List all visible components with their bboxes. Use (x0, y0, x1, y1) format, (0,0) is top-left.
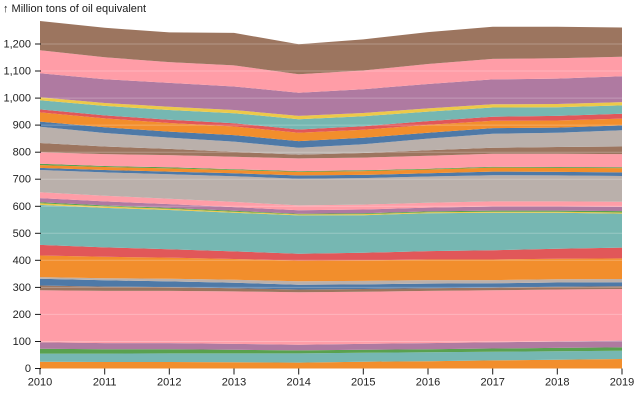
y-tick-label-1200: 1,200 (3, 39, 31, 51)
area-band-26 (40, 100, 622, 130)
area-band-24 (40, 112, 622, 142)
area-band-07 (40, 278, 622, 290)
x-tick-label-2018: 2018 (545, 377, 569, 389)
area-band-08 (40, 277, 622, 285)
area-band-14 (40, 198, 622, 214)
y-tick-label-600: 600 (13, 201, 31, 213)
area-band-28 (40, 73, 622, 116)
area-band-03 (40, 347, 622, 354)
y-tick-label-0: 0 (25, 363, 31, 375)
x-tick-label-2019: 2019 (610, 377, 634, 389)
y-tick-label-500: 500 (13, 228, 31, 240)
y-tick-label-800: 800 (13, 147, 31, 159)
y-tick-label-700: 700 (13, 174, 31, 186)
area-band-29 (40, 50, 622, 93)
y-tick-label-1000: 1,000 (3, 93, 31, 105)
area-band-15 (40, 192, 622, 211)
area-band-01 (40, 359, 622, 369)
area-band-27 (40, 97, 622, 120)
x-tick-label-2014: 2014 (286, 377, 310, 389)
area-band-05 (40, 289, 622, 345)
area-band-04 (40, 340, 622, 351)
y-tick-label-900: 900 (13, 120, 31, 132)
x-tick-label-2010: 2010 (28, 377, 52, 389)
area-band-10 (40, 244, 622, 261)
area-band-30 (40, 21, 622, 75)
x-tick-label-2013: 2013 (222, 377, 246, 389)
y-axis-title: ↑ Million tons of oil equivalent (3, 3, 147, 15)
area-band-06 (40, 285, 622, 293)
area-band-19 (40, 163, 622, 172)
y-tick-label-200: 200 (13, 309, 31, 321)
area-band-11 (40, 204, 622, 254)
area-band-16 (40, 170, 622, 206)
area-band-23 (40, 121, 622, 148)
area-band-20 (40, 152, 622, 172)
x-tick-label-2011: 2011 (93, 377, 117, 389)
y-tick-label-100: 100 (13, 336, 31, 348)
area-band-09 (40, 255, 622, 282)
y-tick-label-400: 400 (13, 255, 31, 267)
y-tick-label-300: 300 (13, 282, 31, 294)
x-tick-label-2012: 2012 (157, 377, 181, 389)
area-band-17 (40, 167, 622, 179)
area-band-18 (40, 165, 622, 176)
x-tick-label-2016: 2016 (416, 377, 440, 389)
area-band-12 (40, 203, 622, 216)
x-tick-label-2017: 2017 (480, 377, 504, 389)
y-tick-label-1100: 1,100 (3, 66, 31, 78)
x-tick-label-2015: 2015 (351, 377, 375, 389)
area-band-25 (40, 109, 622, 133)
area-band-02 (40, 350, 622, 363)
area-band-22 (40, 126, 622, 155)
area-band-13 (40, 202, 622, 215)
area-band-21 (40, 143, 622, 159)
